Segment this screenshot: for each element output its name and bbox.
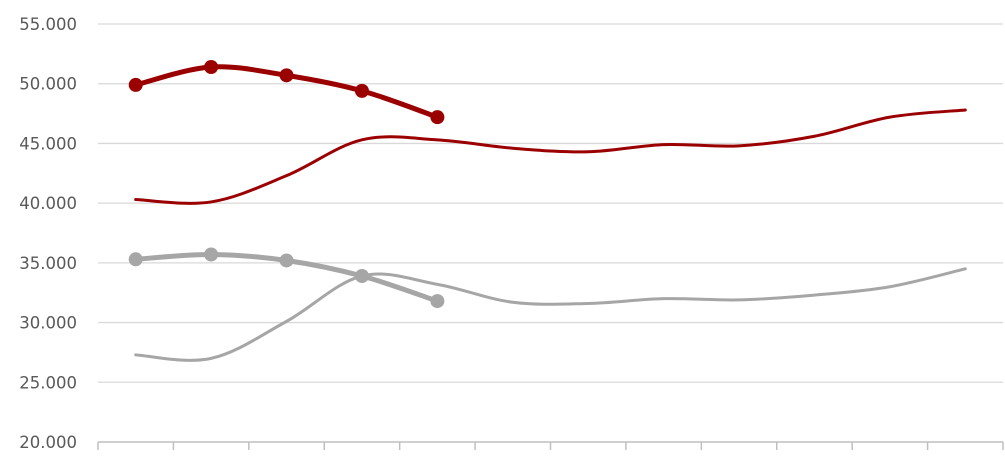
y-axis-tick-labels: 20.000 25.000 30.000 35.000 40.000 45.000 50.0… [19,15,77,452]
data-point-marker [128,252,143,267]
data-point-marker [354,83,369,98]
y-tick-label: 45.000 [19,134,77,153]
y-tick-label: 40.000 [19,194,77,213]
data-point-marker [128,77,143,92]
data-point-marker [430,110,445,125]
x-axis [97,441,1004,450]
y-tick-label: 35.000 [19,254,77,273]
y-tick-label: 30.000 [19,314,77,333]
data-point-marker [279,253,294,268]
series-line-1 [134,108,967,205]
y-tick-label: 20.000 [19,433,77,451]
y-tick-label: 25.000 [19,373,77,392]
series-markers [128,59,445,309]
data-point-marker [204,59,219,74]
data-point-marker [279,68,294,83]
data-point-marker [354,268,369,283]
series-line-3 [134,267,967,362]
y-tick-label: 55.000 [19,15,77,34]
series-lines [133,64,967,362]
data-point-marker [430,294,445,309]
y-tick-label: 50.000 [19,75,77,94]
data-point-marker [204,247,219,262]
gridlines [98,23,1003,383]
